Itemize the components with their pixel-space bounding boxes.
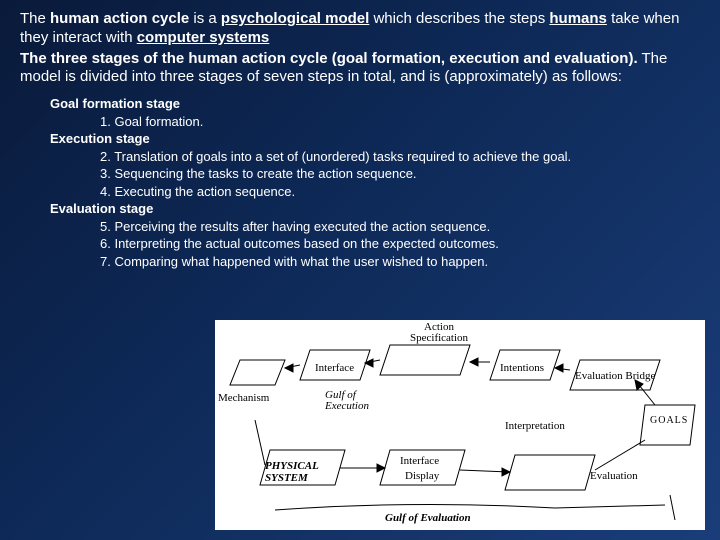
stage-execution: Execution stage [50, 130, 700, 148]
label-goals: GOALS [650, 415, 688, 426]
link-humans: humans [549, 10, 607, 27]
intro-paragraph: The human action cycle is a psychologica… [20, 10, 700, 48]
txt: The [20, 10, 50, 27]
step-4: 4. Executing the action sequence. [100, 183, 700, 201]
label-interface-2: Interface [400, 455, 439, 467]
step-6: 6. Interpreting the actual outcomes base… [100, 235, 700, 253]
stages-heading: The three stages of the human action cyc… [20, 50, 700, 88]
step-1: 1. Goal formation. [100, 113, 700, 131]
step-7: 7. Comparing what happened with what the… [100, 253, 700, 271]
step-5: 5. Perceiving the results after having e… [100, 218, 700, 236]
label-display: Display [405, 470, 439, 482]
heading-bold: The three stages of the human action cyc… [20, 50, 638, 67]
human-action-cycle-diagram: ActionSpecification Interface Mechanism … [215, 320, 705, 530]
stage-goal-formation: Goal formation stage [50, 95, 700, 113]
label-evaluation: Evaluation [590, 470, 638, 482]
stages-list: Goal formation stage 1. Goal formation. … [50, 95, 700, 270]
label-interpretation: Interpretation [505, 420, 565, 432]
label-physical-system: PHYSICALSYSTEM [265, 460, 319, 484]
txt: which describes the steps [369, 10, 549, 27]
link-computer-systems: computer systems [137, 29, 270, 46]
label-gulf-evaluation: Gulf of Evaluation [385, 512, 471, 524]
diagram-container: ActionSpecification Interface Mechanism … [215, 320, 705, 530]
term-human-action-cycle: human action cycle [50, 10, 189, 27]
slide-content: The human action cycle is a psychologica… [0, 0, 720, 270]
label-gulf-execution: Gulf ofExecution [325, 390, 369, 412]
label-intentions: Intentions [500, 362, 544, 374]
step-3: 3. Sequencing the tasks to create the ac… [100, 165, 700, 183]
label-action-spec: ActionSpecification [410, 322, 468, 344]
diagram-svg [215, 320, 705, 530]
label-interface: Interface [315, 362, 354, 374]
label-mechanism: Mechanism [218, 392, 269, 404]
stage-evaluation: Evaluation stage [50, 200, 700, 218]
label-eval-bridge: Evaluation Bridge [575, 370, 655, 382]
txt: is a [189, 10, 221, 27]
step-2: 2. Translation of goals into a set of (u… [100, 148, 700, 166]
link-psychological-model: psychological model [221, 10, 369, 27]
